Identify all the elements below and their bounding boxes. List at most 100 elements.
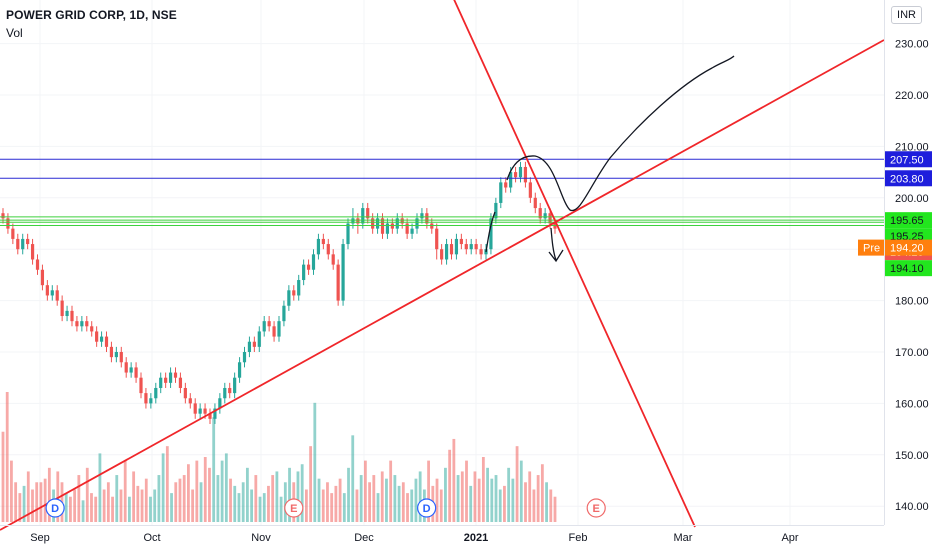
volume-bar bbox=[309, 446, 313, 522]
freehand-drawings bbox=[485, 55, 735, 263]
candle bbox=[159, 372, 163, 394]
volume-bar bbox=[439, 489, 443, 522]
volume-bar bbox=[498, 489, 502, 522]
svg-text:D: D bbox=[423, 503, 431, 515]
volume-bar bbox=[342, 493, 346, 522]
svg-text:194.20: 194.20 bbox=[890, 243, 924, 255]
currency-button[interactable]: INR bbox=[891, 6, 922, 24]
volume-bar bbox=[288, 467, 291, 522]
candle bbox=[331, 249, 335, 270]
candle bbox=[178, 372, 183, 394]
candle bbox=[188, 393, 192, 409]
candle bbox=[474, 238, 478, 255]
candle bbox=[90, 321, 94, 337]
candle bbox=[80, 316, 84, 332]
candle bbox=[99, 331, 104, 347]
candle bbox=[356, 213, 360, 234]
symbol-title[interactable]: POWER GRID CORP, 1D, NSE bbox=[6, 8, 177, 22]
volume-bar bbox=[10, 460, 13, 522]
volume-bar bbox=[279, 496, 283, 522]
y-tick-label: 220.00 bbox=[895, 90, 929, 102]
candle bbox=[242, 346, 247, 368]
candle bbox=[533, 192, 537, 214]
volume-bar bbox=[237, 493, 241, 522]
candle bbox=[213, 403, 217, 424]
candle bbox=[297, 274, 301, 301]
volume-bar bbox=[81, 500, 85, 522]
volume-bar bbox=[39, 482, 43, 522]
horizontal-levels bbox=[0, 158, 884, 227]
candle bbox=[380, 213, 385, 239]
volume-bar bbox=[549, 489, 553, 522]
candle bbox=[518, 161, 523, 183]
volume-bar bbox=[515, 446, 519, 522]
volume-bar bbox=[77, 475, 81, 522]
x-tick-label: Sep bbox=[30, 532, 50, 544]
candle bbox=[292, 285, 296, 301]
candle bbox=[75, 316, 79, 332]
volume-bar bbox=[22, 485, 26, 522]
candle bbox=[287, 285, 291, 311]
volume-bar bbox=[418, 471, 422, 522]
volume-bar bbox=[519, 460, 523, 522]
time-axis[interactable]: Sep Oct Nov Dec 2021 Feb Mar Apr bbox=[30, 532, 799, 544]
volume-indicator-label[interactable]: Vol bbox=[6, 26, 23, 40]
candle bbox=[430, 218, 434, 234]
y-tick-label: 200.00 bbox=[895, 193, 929, 205]
volume-bar bbox=[410, 489, 414, 522]
freehand-down-arrow bbox=[548, 227, 564, 263]
volume-bar bbox=[250, 489, 254, 522]
candle bbox=[400, 213, 404, 229]
candle bbox=[247, 336, 252, 358]
price-labels: 207.50203.80195.65195.25194.20194.10Pre1… bbox=[858, 151, 932, 277]
volume-bar bbox=[296, 471, 300, 522]
volume-bar bbox=[406, 493, 409, 522]
candle bbox=[183, 382, 187, 404]
candle bbox=[282, 300, 286, 327]
candle bbox=[306, 259, 311, 275]
volume-bar bbox=[385, 478, 388, 522]
volume-bar bbox=[115, 475, 119, 522]
volume-bar bbox=[144, 478, 148, 522]
candle bbox=[60, 295, 64, 322]
price-label: 203.80 bbox=[885, 170, 932, 187]
y-tick-label: 160.00 bbox=[895, 398, 929, 410]
volume-bar bbox=[123, 460, 127, 522]
volume-bar bbox=[304, 489, 308, 522]
x-tick-label: 2021 bbox=[464, 532, 488, 544]
volume-bar bbox=[275, 471, 279, 522]
volume-bar bbox=[334, 485, 338, 522]
volume-bar bbox=[452, 438, 456, 522]
candle bbox=[316, 233, 321, 260]
volume-bar bbox=[473, 471, 477, 522]
candle bbox=[114, 346, 118, 363]
candle bbox=[361, 202, 365, 229]
candle bbox=[134, 362, 138, 383]
volume-bar bbox=[98, 453, 102, 522]
candle bbox=[454, 233, 459, 260]
price-label: 195.65 bbox=[885, 212, 932, 229]
candle bbox=[30, 238, 35, 265]
candle bbox=[302, 259, 306, 286]
volume-bar bbox=[536, 475, 540, 522]
volume-bar bbox=[47, 467, 51, 522]
x-tick-label: Apr bbox=[781, 532, 798, 544]
candle bbox=[262, 316, 266, 337]
volume-bar bbox=[241, 482, 245, 522]
dividend-marker: D bbox=[417, 498, 437, 518]
volume-bar bbox=[35, 482, 39, 522]
volume-bar bbox=[43, 478, 47, 522]
candle bbox=[375, 213, 380, 234]
x-tick-label: Mar bbox=[674, 532, 693, 544]
volume-bar bbox=[119, 489, 123, 522]
volume-bar bbox=[380, 471, 384, 522]
descending-trendline bbox=[453, 0, 696, 528]
volume-bar bbox=[490, 478, 494, 522]
volume-bar bbox=[195, 460, 199, 522]
candle bbox=[154, 382, 158, 404]
volume-bar bbox=[229, 478, 232, 522]
candle bbox=[70, 305, 74, 327]
candle bbox=[464, 238, 468, 255]
